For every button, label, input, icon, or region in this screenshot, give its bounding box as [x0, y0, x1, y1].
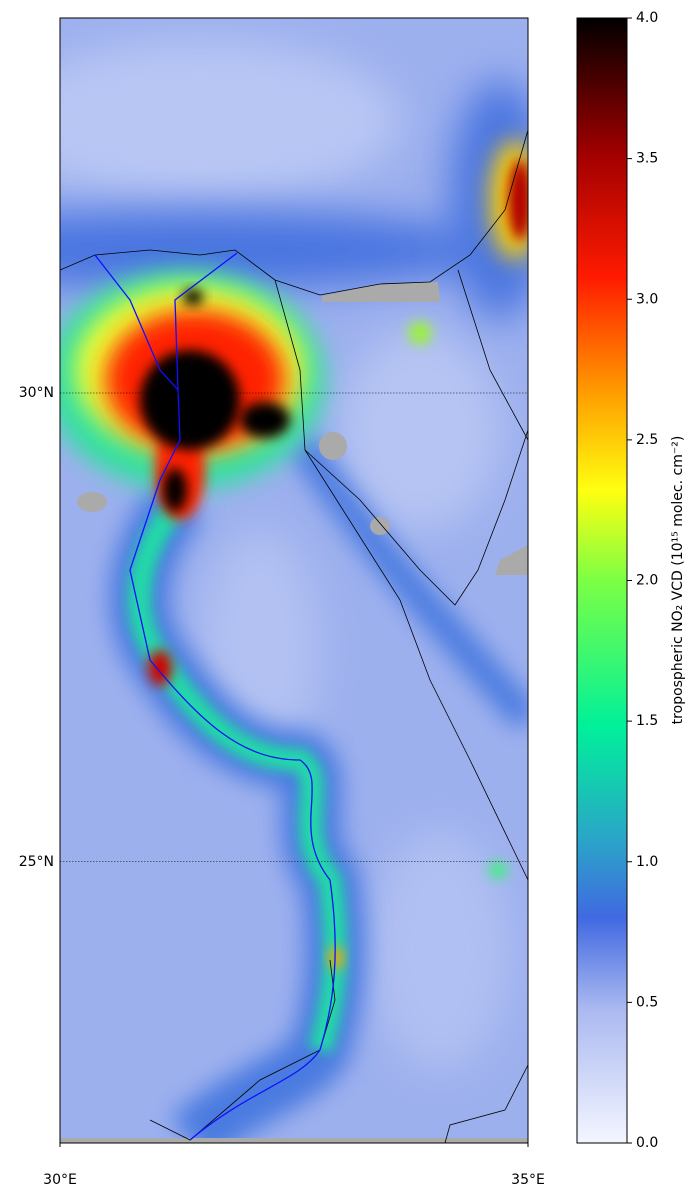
colorbar-tick-label: 0.5 — [636, 994, 658, 1010]
x-tick-label: 35°E — [511, 1172, 545, 1188]
x-tick-label: 30°E — [43, 1172, 77, 1188]
y-tick-label: 30°N — [19, 385, 54, 401]
colorbar — [576, 17, 628, 1144]
colorbar-tick-label: 2.5 — [636, 432, 658, 448]
colorbar-tick-label: 1.0 — [636, 854, 658, 870]
colorbar-tick-label: 2.0 — [636, 573, 658, 589]
map-image — [60, 18, 528, 1143]
colorbar-tick-label: 4.0 — [636, 10, 658, 26]
colorbar-tick-label: 3.0 — [636, 291, 658, 307]
colorbar-tick-label: 3.5 — [636, 151, 658, 167]
colorbar-tick-label: 1.5 — [636, 713, 658, 729]
map-frame — [59, 17, 529, 1144]
colorbar-tick-label: 0.0 — [636, 1135, 658, 1151]
colorbar-label: tropospheric NO₂ VCD (10¹⁵ molec. cm⁻²) — [670, 436, 686, 725]
y-tick-label: 25°N — [19, 854, 54, 870]
